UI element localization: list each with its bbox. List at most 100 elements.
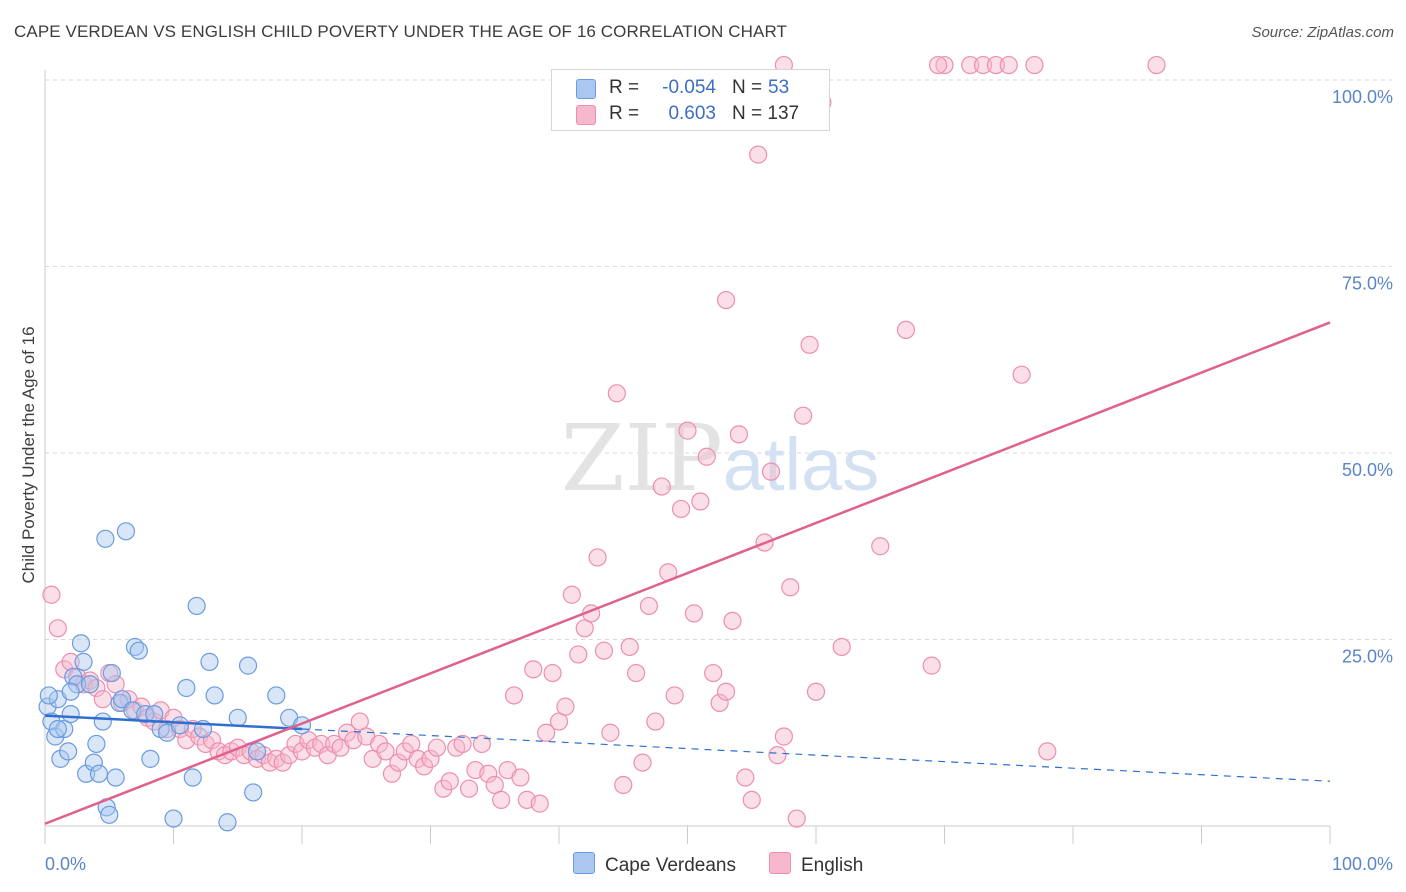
data-point	[562, 585, 581, 604]
data-point	[472, 734, 491, 754]
data-point	[749, 145, 768, 164]
grid-lines	[44, 70, 1392, 844]
data-point	[61, 682, 80, 701]
data-point	[382, 764, 402, 783]
data-point	[832, 637, 851, 657]
data-point	[736, 768, 755, 787]
data-point	[684, 604, 704, 623]
r-value: -0.054	[662, 77, 716, 98]
data-point	[459, 779, 479, 798]
data-point	[267, 686, 286, 705]
data-point	[164, 809, 183, 828]
data-point	[543, 663, 562, 683]
data-point	[238, 656, 258, 675]
data-point	[389, 753, 408, 772]
data-point	[781, 578, 800, 597]
data-point	[524, 660, 543, 679]
data-point	[742, 790, 761, 809]
blue-swatch	[576, 79, 596, 99]
data-point	[187, 596, 206, 616]
data-point	[986, 55, 1006, 75]
legend-label: Cape Verdeans	[605, 855, 736, 876]
data-point	[48, 719, 67, 739]
data-point	[414, 757, 434, 776]
data-point	[935, 55, 954, 75]
data-point	[511, 768, 530, 787]
data-point	[871, 537, 890, 556]
data-point	[620, 637, 639, 657]
data-point	[427, 738, 447, 757]
x-tick-label: 100.0%	[1332, 854, 1393, 874]
data-point	[652, 477, 671, 496]
legend-row-cape-verdeans: R = -0.054 N = 53	[552, 75, 829, 101]
data-point	[228, 708, 247, 727]
data-point	[39, 686, 58, 705]
data-point	[716, 290, 736, 310]
data-point	[71, 634, 91, 653]
data-point	[68, 675, 87, 694]
n-value: 53	[768, 77, 790, 98]
data-point	[421, 749, 440, 768]
data-point	[93, 690, 112, 709]
data-point	[761, 462, 781, 481]
data-point	[729, 425, 749, 444]
n-label: N =	[732, 77, 763, 98]
chart-title: CAPE VERDEAN VS ENGLISH CHILD POVERTY UN…	[14, 22, 787, 41]
data-point	[710, 693, 729, 713]
data-point	[80, 675, 100, 694]
r-label: R =	[609, 77, 640, 98]
data-point	[537, 723, 556, 742]
data-point	[800, 335, 819, 354]
trend-lines	[44, 321, 1331, 825]
data-point	[569, 645, 588, 664]
data-point	[440, 772, 459, 791]
data-point	[614, 775, 633, 795]
data-point	[89, 764, 109, 783]
data-point	[84, 753, 103, 772]
data-point	[601, 723, 620, 742]
data-point	[671, 499, 691, 519]
data-point	[376, 742, 395, 761]
watermark-atlas: atlas	[723, 423, 879, 506]
data-point	[141, 749, 160, 768]
data-point	[434, 779, 453, 798]
data-point	[51, 749, 70, 768]
data-point	[129, 641, 148, 660]
data-point	[928, 55, 948, 75]
data-point	[697, 447, 716, 466]
r-value: 0.603	[668, 103, 716, 124]
data-point	[74, 652, 93, 671]
y-tick-label: 50.0%	[1342, 460, 1393, 480]
data-point	[244, 783, 263, 802]
data-point	[973, 55, 993, 75]
data-point	[93, 712, 112, 731]
data-point	[218, 813, 237, 832]
r-label: R =	[609, 103, 640, 124]
data-point	[177, 678, 196, 698]
y-axis-title: Child Poverty Under the Age of 16	[19, 326, 38, 583]
data-point	[337, 723, 357, 742]
data-point	[87, 734, 106, 754]
data-point	[723, 611, 742, 630]
data-point	[646, 712, 665, 731]
data-point	[922, 656, 941, 675]
data-point	[626, 663, 646, 683]
data-point	[716, 682, 736, 701]
data-point	[794, 406, 813, 425]
data-point	[896, 320, 916, 340]
watermark: ZIPatlas	[561, 405, 879, 512]
source-label: Source: ZipAtlas.com	[1251, 24, 1394, 41]
data-point	[1147, 55, 1166, 75]
cape-verdean-points	[38, 522, 312, 832]
tick-labels: 100.0% 75.0% 50.0% 25.0% 0.0% 100.0%	[45, 87, 1393, 874]
english-points	[42, 55, 1166, 828]
data-point	[453, 734, 472, 754]
data-point	[691, 492, 710, 511]
data-point	[370, 734, 389, 754]
data-point	[492, 790, 511, 809]
data-point	[961, 55, 980, 75]
data-point	[774, 727, 793, 746]
english-trend-line	[44, 321, 1331, 825]
data-point	[678, 421, 697, 440]
data-point	[607, 384, 626, 403]
